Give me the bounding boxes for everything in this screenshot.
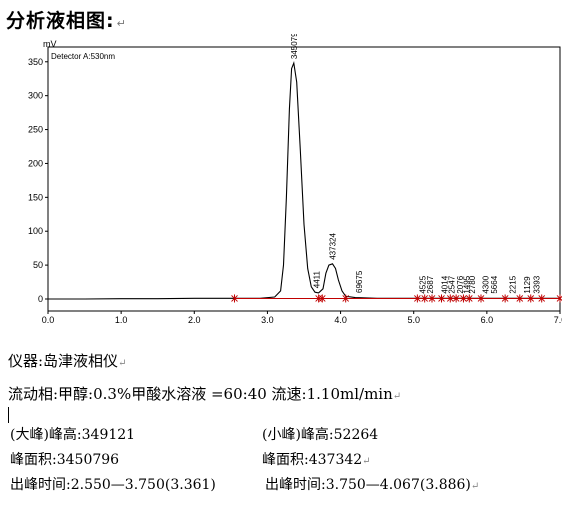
paragraph-mark: ↵ — [116, 17, 127, 30]
peak-boundary-marker — [318, 294, 326, 303]
peak-area-label: 2687 — [426, 275, 435, 293]
peak-boundary-marker — [538, 294, 546, 303]
big-peak-height: (大峰)峰高:349121 — [10, 427, 136, 443]
y-tick-label: 0 — [38, 294, 43, 304]
peak-area-label: 2547 — [448, 275, 457, 293]
x-tick-label: 4.0 — [334, 315, 347, 324]
peak-boundary-marker — [460, 294, 467, 303]
peak-area-label: 2780 — [468, 275, 477, 293]
title-text: 分析液相图: — [6, 10, 115, 32]
instrument-line: 仪器:岛津液相仪↵ — [8, 350, 126, 371]
peak-boundary-marker — [452, 294, 460, 303]
peak-boundary-marker — [516, 294, 524, 303]
y-tick-label: 250 — [28, 125, 43, 135]
paragraph-mark: ↵ — [392, 391, 402, 402]
chromatogram-chart: mV Detector A:530nm 0 50 100 150 200 250 300 35… — [28, 34, 562, 324]
x-tick-label: 7.0 — [554, 315, 562, 324]
peak-boundary-marker — [465, 294, 473, 303]
peak-boundary-marker — [438, 294, 445, 303]
peak-area-label: 2215 — [508, 275, 517, 293]
paragraph-mark: ↵ — [470, 481, 480, 492]
peak-boundary-marker — [231, 294, 238, 303]
instrument-text: 仪器:岛津液相仪 — [8, 352, 119, 370]
small-peak-time: 出峰时间:3.750—4.067(3.886)↵ — [265, 474, 479, 494]
peak-area-label: 4014 — [440, 275, 449, 293]
y-tick-label: 350 — [28, 57, 43, 67]
peak-area-label: 2076 — [456, 275, 465, 293]
peak-boundary-marker — [477, 294, 485, 303]
paragraph-mark: ↵ — [118, 358, 127, 369]
y-unit-label: mV — [43, 39, 57, 49]
mobile-phase-line: 流动相:甲醇:0.3%甲酸水溶液 =60:40 流速:1.10ml/min↵ — [8, 383, 401, 404]
peak-area-label: 3393 — [533, 275, 542, 293]
x-tick-label: 6.0 — [481, 315, 494, 324]
peak-area-label: 1129 — [523, 276, 532, 294]
peak-boundary-marker — [342, 294, 350, 303]
x-tick-label: 2.0 — [188, 315, 201, 324]
x-tick-label: 5.0 — [407, 315, 420, 324]
peak-area-label: 437324 — [329, 233, 338, 260]
peak-boundary-marker — [428, 294, 436, 303]
peak-boundary-marker — [556, 294, 562, 303]
y-tick-label: 100 — [28, 226, 43, 236]
peak-area-label: 69675 — [355, 270, 364, 293]
big-peak-area: 峰面积:3450796 — [10, 452, 120, 468]
peak-boundary-marker — [501, 294, 509, 303]
small-peak-area: 峰面积:437342↵ — [262, 449, 371, 469]
peak-area-label: 3450796 — [290, 34, 299, 59]
peak-area-label: 4411 — [312, 270, 321, 288]
y-tick-label: 300 — [28, 91, 43, 101]
peak-boundary-marker — [527, 294, 535, 303]
small-peak-area-text: 峰面积:437342 — [262, 452, 363, 468]
detector-label: Detector A:530nm — [51, 52, 115, 61]
x-tick-label: 0.0 — [42, 315, 55, 324]
y-tick-label: 200 — [28, 158, 43, 168]
text-cursor — [8, 407, 9, 423]
y-tick-label: 50 — [33, 260, 43, 270]
page-title: 分析液相图: ↵ — [6, 6, 127, 33]
big-peak-time: 出峰时间:2.550—3.750(3.361) — [10, 477, 216, 493]
peak-boundary-marker — [421, 294, 429, 303]
small-peak-time-text: 出峰时间:3.750—4.067(3.886) — [265, 477, 471, 493]
x-tick-label: 1.0 — [115, 315, 128, 324]
peak-boundary-marker — [446, 294, 454, 303]
peak-boundary-marker — [414, 294, 421, 303]
y-tick-label: 150 — [28, 192, 43, 202]
peak-area-label: 4300 — [481, 275, 490, 293]
small-peak-height: (小峰)峰高:52264 — [262, 427, 379, 443]
peak-area-label: 5664 — [490, 275, 499, 293]
chart-frame — [47, 46, 561, 312]
mobile-phase-text: 流动相:甲醇:0.3%甲酸水溶液 =60:40 流速:1.10ml/min — [8, 385, 393, 403]
peak-area-label: 1495 — [462, 275, 471, 293]
paragraph-mark: ↵ — [362, 456, 371, 467]
x-tick-label: 3.0 — [261, 315, 274, 324]
peak-area-label: 4525 — [418, 275, 427, 293]
